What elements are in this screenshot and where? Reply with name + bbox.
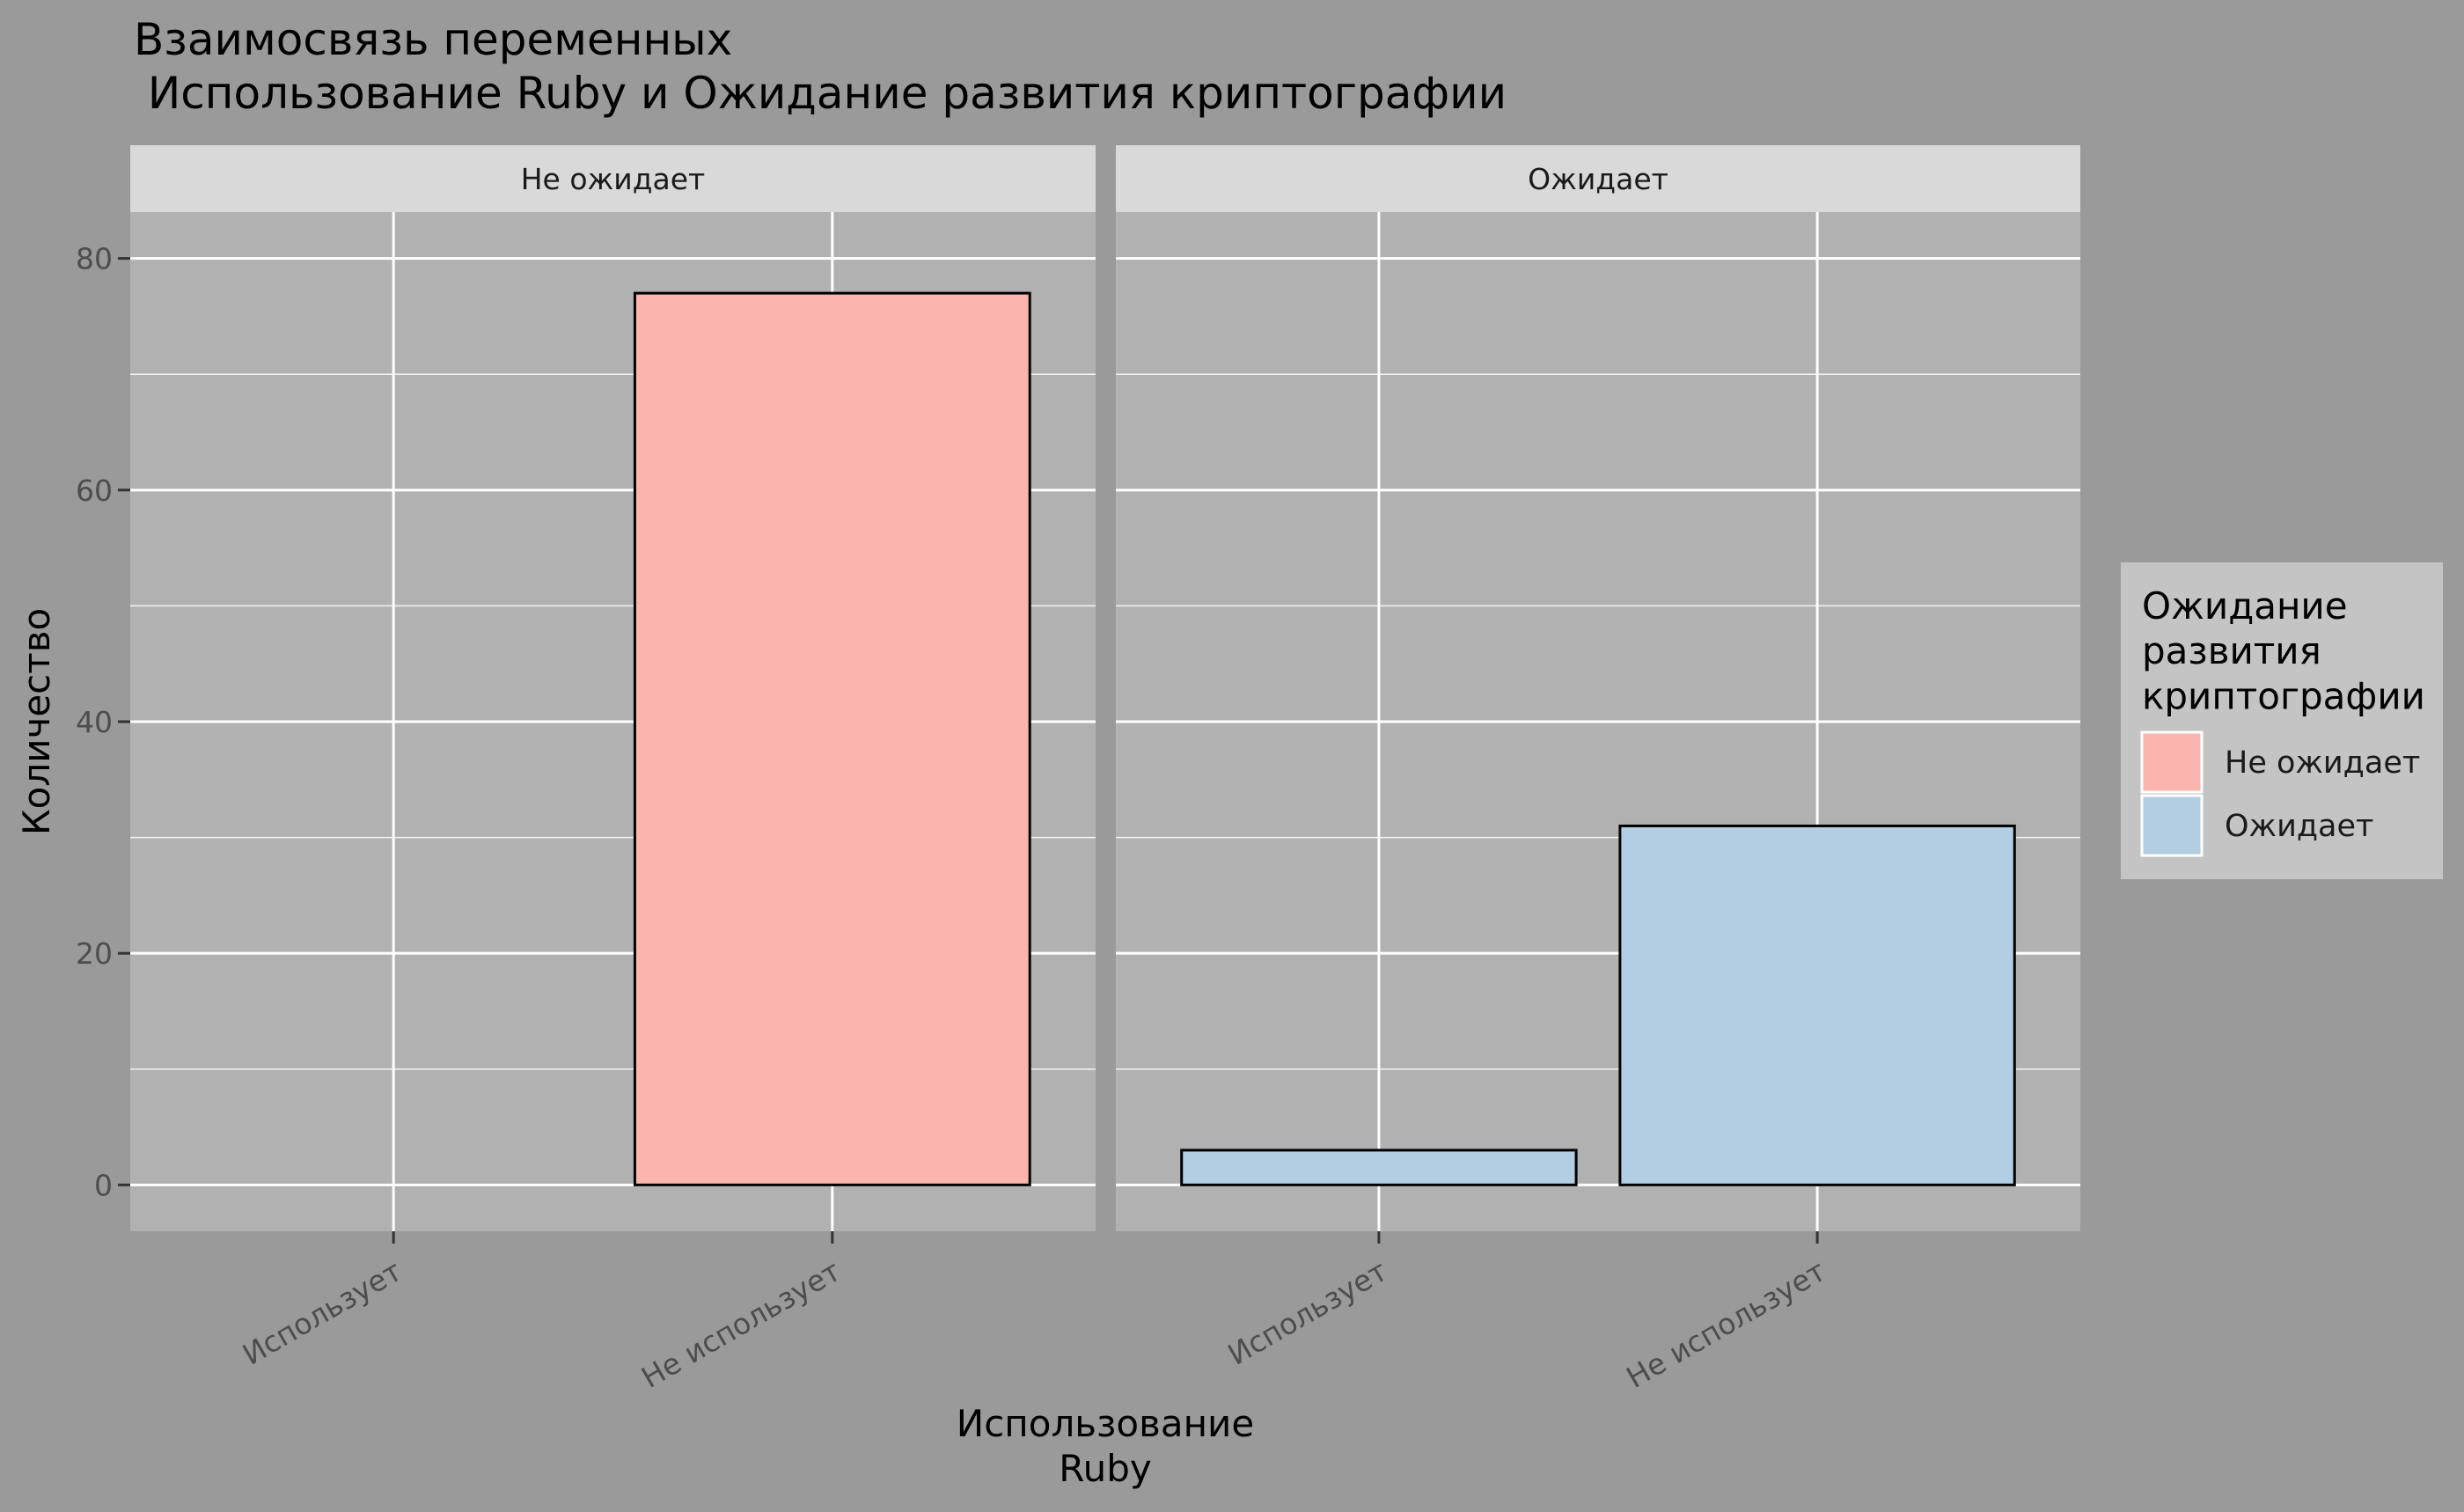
legend-title: Ожидание развития криптографии (2142, 584, 2425, 717)
y-axis-title: Количество (15, 608, 58, 835)
y-tick-label: 60 (76, 473, 113, 508)
chart-title: Взаимосвязь переменных Использование Rub… (134, 14, 1507, 119)
y-tick-label: 80 (76, 242, 113, 276)
y-tick-label: 0 (94, 1168, 113, 1202)
bar[interactable] (1618, 824, 2016, 1186)
legend-key (2140, 730, 2204, 794)
facet-strip (1116, 145, 2080, 212)
bar[interactable] (1180, 1149, 1578, 1186)
facet-strip-label: Не ожидает (521, 162, 706, 196)
facet-strip-label: Ожидает (1528, 162, 1668, 196)
x-axis-title: Использование Ruby (957, 1402, 1254, 1490)
legend-label: Не ожидает (2225, 745, 2420, 781)
legend-label: Ожидает (2225, 809, 2373, 844)
y-tick-label: 20 (76, 936, 113, 971)
facet-strip (130, 145, 1096, 212)
bar[interactable] (633, 291, 1031, 1186)
legend-key (2140, 794, 2204, 857)
y-tick-label: 40 (76, 705, 113, 739)
